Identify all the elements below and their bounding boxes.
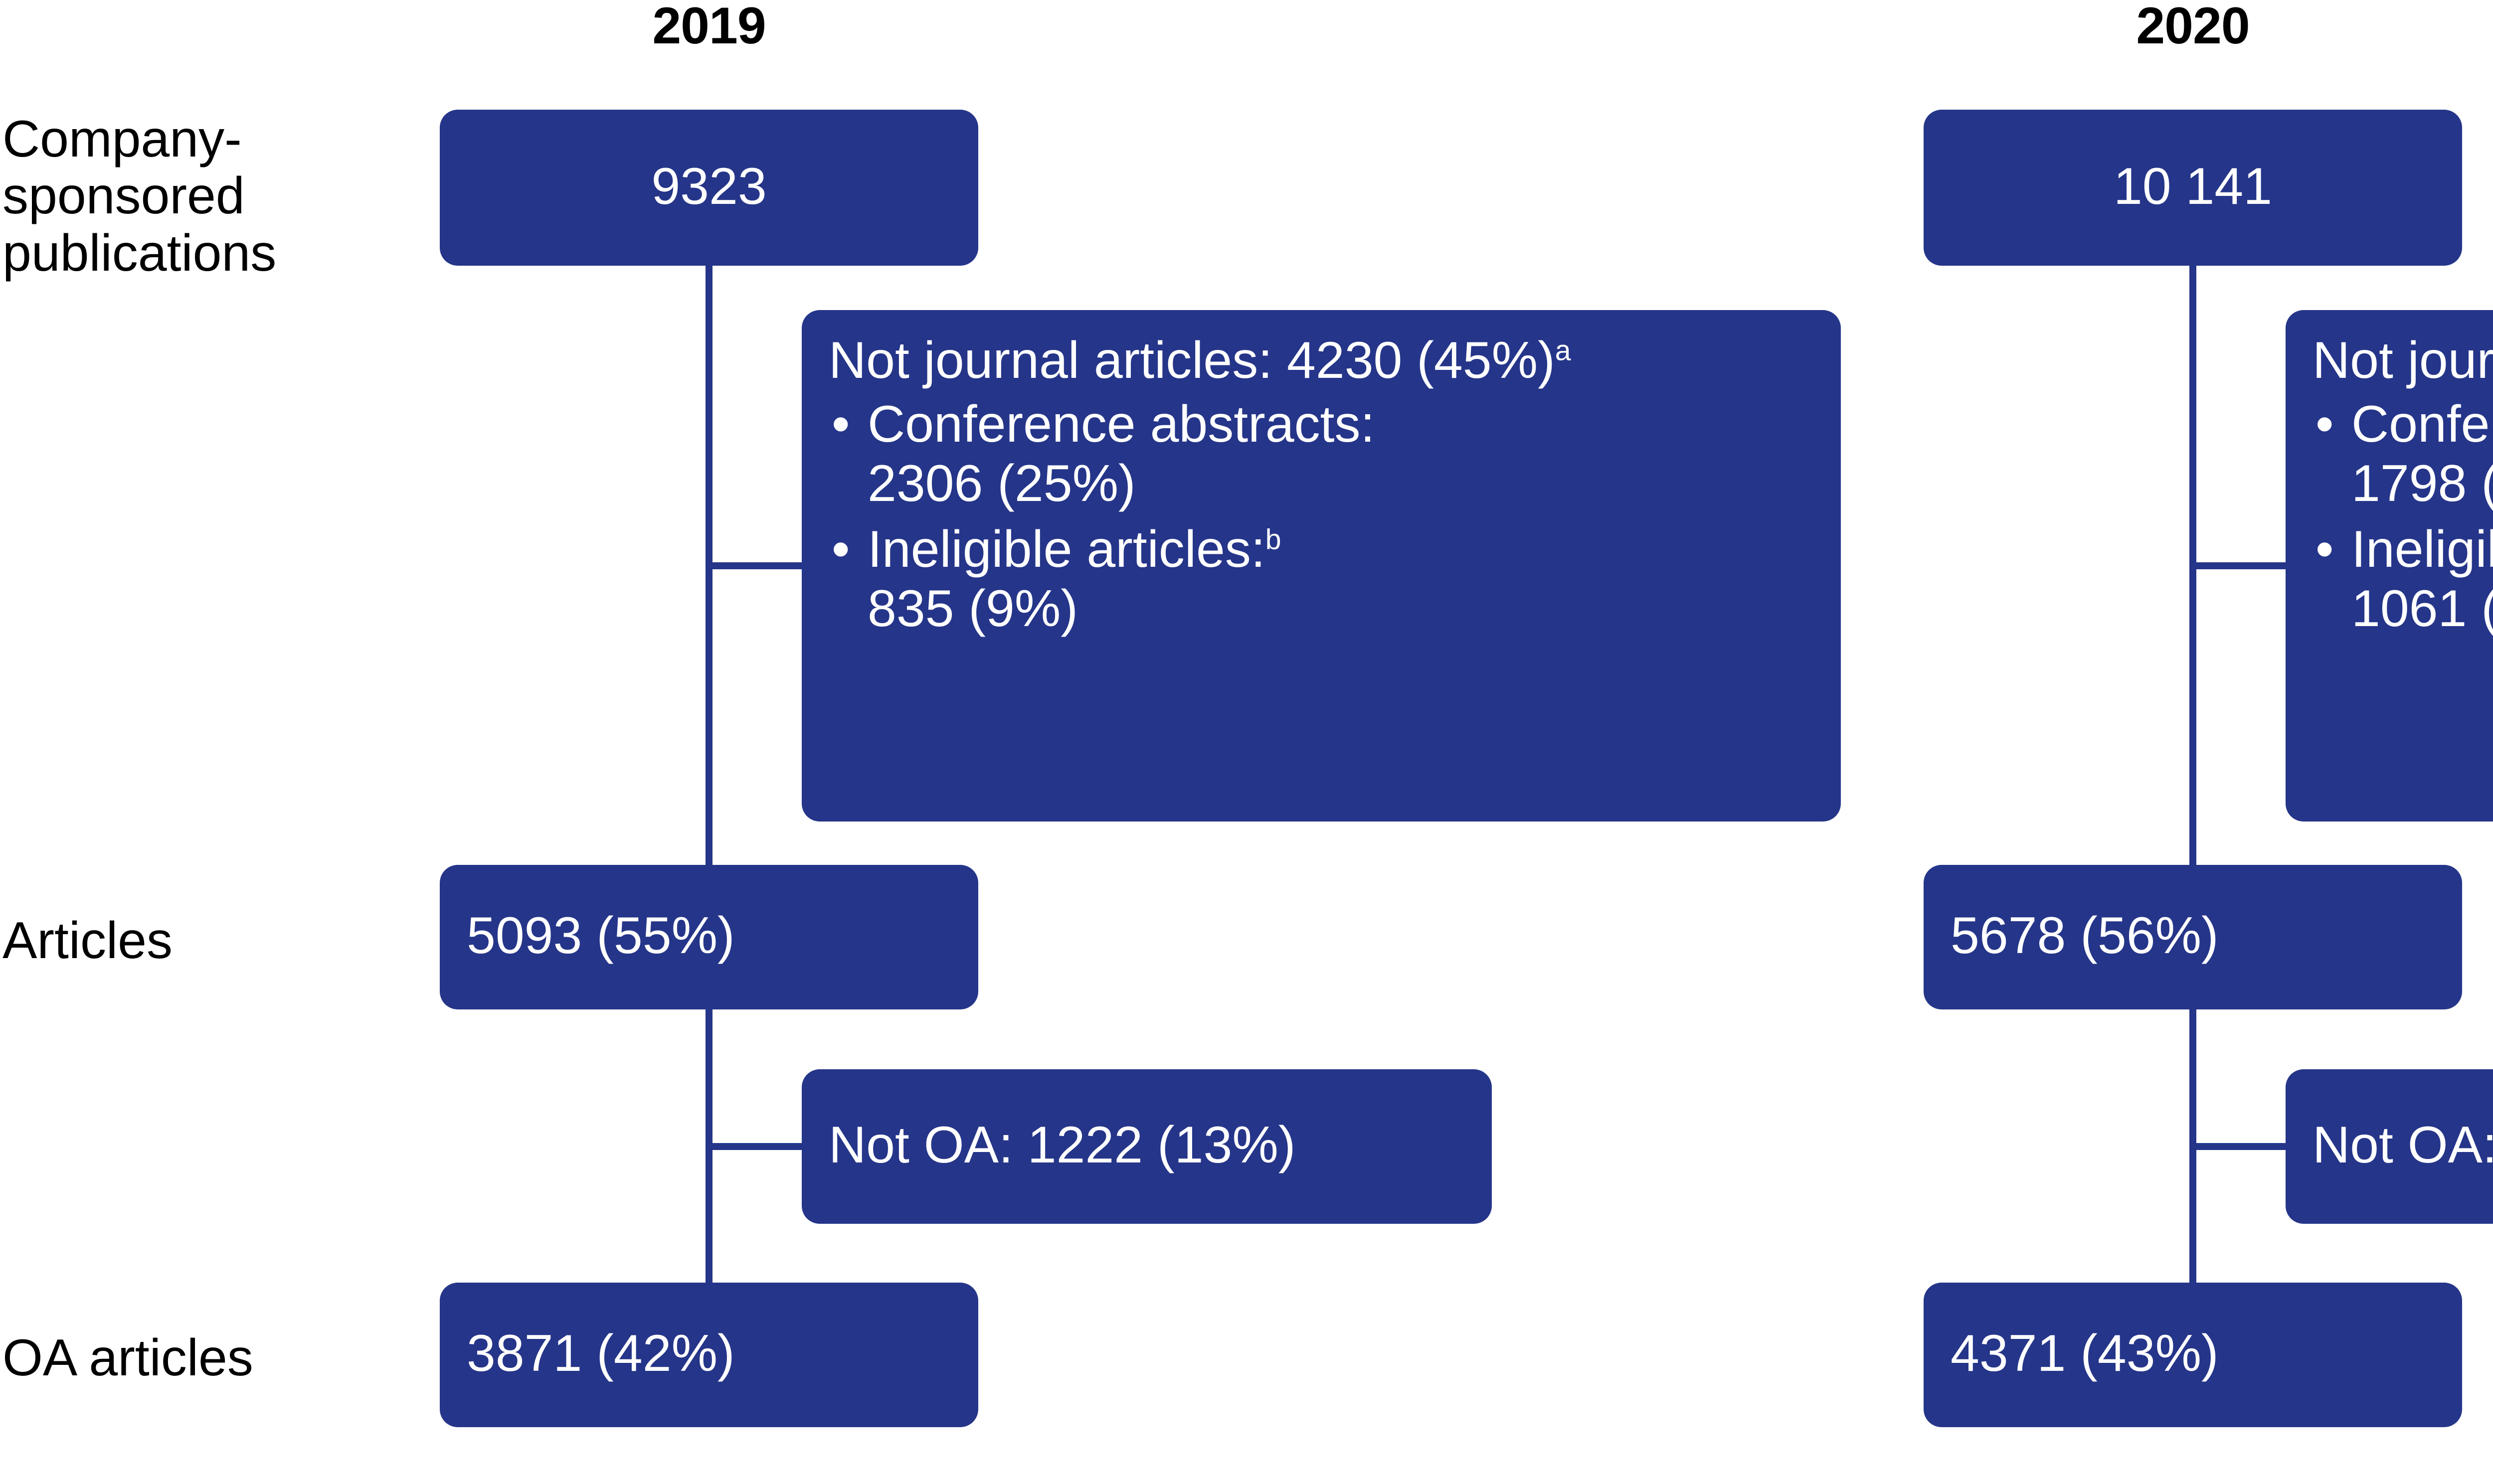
node-oa-articles-2020[interactable]: 4371 (43%): [1924, 1283, 2462, 1427]
year-header-2019: 2019: [652, 0, 766, 55]
exclusion-box-2019[interactable]: Not journal articles: 4230 (45%)a • Conf…: [802, 310, 1841, 822]
row-label-articles: Articles: [2, 912, 173, 970]
connector-vertical-2019: [706, 266, 712, 1283]
exclusion-item-value: 1061 (10%): [2351, 579, 2493, 638]
connector-horizontal-notoa-2019: [706, 1143, 805, 1150]
exclusion-list-2019: • Conference abstracts: 2306 (25%) • Ine…: [829, 395, 1816, 638]
node-not-oa-2019-value: Not OA: 1222 (13%): [829, 1116, 1296, 1174]
node-total-2020-value: 10 141: [2113, 157, 2273, 215]
exclusion-list-2020: • Conference abstracts: 1798 (18%) • Ine…: [2313, 395, 2493, 638]
node-oa-articles-2020-value: 4371 (43%): [1951, 1324, 2219, 1382]
exclusion-headline-2019-text: Not journal articles: 4230 (45%): [829, 331, 1555, 389]
exclusion-item-conference-abstracts-2020: • Conference abstracts: 1798 (18%): [2313, 395, 2493, 513]
bullet-icon: •: [832, 520, 850, 579]
node-not-oa-2019[interactable]: Not OA: 1222 (13%): [802, 1069, 1492, 1224]
bullet-icon: •: [2315, 395, 2334, 454]
year-header-2020: 2020: [2136, 0, 2250, 55]
connector-horizontal-exclusion-2020: [2189, 562, 2289, 569]
bullet-icon: •: [832, 395, 850, 454]
node-articles-2020-value: 5678 (56%): [1951, 907, 2219, 965]
exclusion-item-value: 2306 (25%): [868, 454, 1136, 512]
node-total-2020[interactable]: 10 141: [1924, 110, 2462, 266]
exclusion-box-2020[interactable]: Not journal articles: 4463 (44%)a • Conf…: [2286, 310, 2493, 822]
exclusion-headline-2019: Not journal articles: 4230 (45%)a: [829, 333, 1816, 388]
exclusion-item-label: Conference abstracts:: [868, 395, 1375, 454]
node-not-oa-2020-value: Not OA: 1307 (13%): [2313, 1116, 2493, 1174]
node-articles-2020[interactable]: 5678 (56%): [1924, 865, 2462, 1009]
exclusion-headline-2020-text: Not journal articles: 4463 (44%): [2313, 331, 2493, 389]
exclusion-item-ineligible-articles-2020: • Ineligible articles:b 1061 (10%): [2313, 520, 2493, 638]
node-total-2019[interactable]: 9323: [440, 110, 978, 266]
exclusion-headline-2020: Not journal articles: 4463 (44%)a: [2313, 333, 2493, 388]
exclusion-item-conference-abstracts-2019: • Conference abstracts: 2306 (25%): [829, 395, 1816, 513]
node-articles-2019[interactable]: 5093 (55%): [440, 865, 978, 1009]
connector-horizontal-notoa-2020: [2189, 1143, 2289, 1150]
bullet-icon: •: [2315, 520, 2334, 579]
node-oa-articles-2019[interactable]: 3871 (42%): [440, 1283, 978, 1427]
exclusion-item-value: 1798 (18%): [2351, 454, 2493, 512]
exclusion-headline-2019-footnote: a: [1555, 334, 1571, 367]
node-total-2019-value: 9323: [651, 157, 767, 215]
exclusion-item-footnote: b: [1265, 523, 1281, 556]
node-not-oa-2020[interactable]: Not OA: 1307 (13%): [2286, 1069, 2493, 1224]
exclusion-item-ineligible-articles-2019: • Ineligible articles:b 835 (9%): [829, 520, 1816, 638]
exclusion-item-label: Conference abstracts:: [2351, 395, 2493, 454]
node-articles-2019-value: 5093 (55%): [467, 907, 735, 965]
exclusion-item-label: Ineligible articles:: [868, 520, 1265, 579]
node-oa-articles-2019-value: 3871 (42%): [467, 1324, 735, 1382]
row-label-oa-articles: OA articles: [2, 1329, 253, 1387]
row-label-publications: Company- sponsored publications: [2, 110, 277, 282]
exclusion-item-label: Ineligible articles:: [2351, 520, 2493, 579]
exclusion-item-value: 835 (9%): [868, 579, 1078, 638]
connector-vertical-2020: [2189, 266, 2196, 1283]
connector-horizontal-exclusion-2019: [706, 562, 805, 569]
